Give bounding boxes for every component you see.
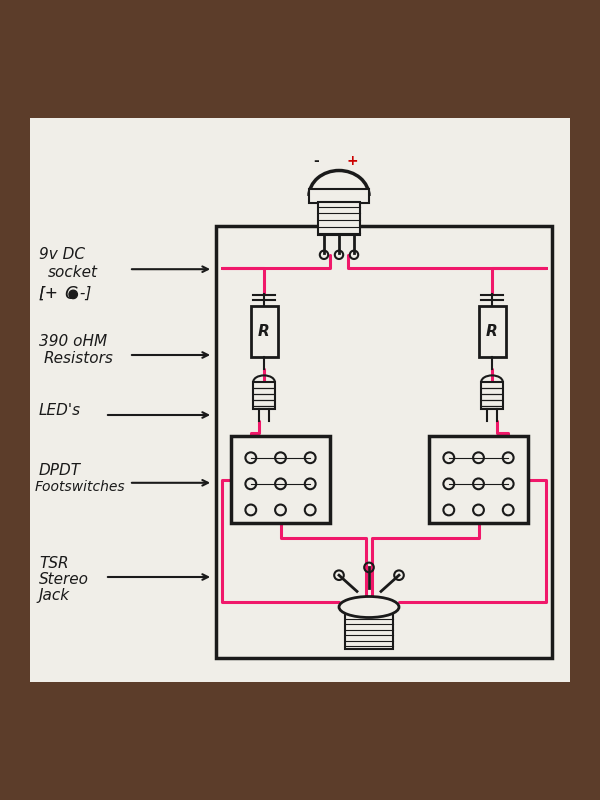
Bar	[251, 306, 277, 357]
Text: -: -	[313, 154, 319, 168]
Bar	[429, 436, 528, 523]
Bar	[481, 382, 503, 409]
Bar	[216, 226, 552, 658]
Text: -]: -]	[75, 286, 91, 301]
Text: TSR: TSR	[39, 556, 68, 571]
Bar	[253, 382, 275, 409]
Text: Resistors: Resistors	[43, 350, 113, 366]
Text: [+: [+	[39, 286, 62, 301]
Bar	[345, 613, 393, 649]
Text: Footswitches: Footswitches	[35, 480, 125, 494]
Text: 390 oHM: 390 oHM	[39, 334, 107, 349]
Ellipse shape	[339, 597, 399, 618]
Bar	[231, 436, 330, 523]
Text: [+: [+	[39, 286, 67, 301]
Text: 9v DC: 9v DC	[39, 247, 85, 262]
Bar	[318, 202, 360, 235]
Text: +: +	[346, 154, 358, 168]
Text: LED's: LED's	[39, 403, 81, 418]
Text: R: R	[258, 323, 270, 338]
Text: R: R	[486, 323, 498, 338]
Bar	[479, 306, 505, 357]
Text: DPDT: DPDT	[39, 463, 81, 478]
Text: Stereo: Stereo	[39, 572, 89, 587]
Text: socket: socket	[48, 265, 98, 280]
Text: C: C	[64, 286, 77, 303]
Bar	[309, 189, 369, 203]
Text: Jack: Jack	[39, 589, 70, 603]
Circle shape	[69, 290, 77, 298]
